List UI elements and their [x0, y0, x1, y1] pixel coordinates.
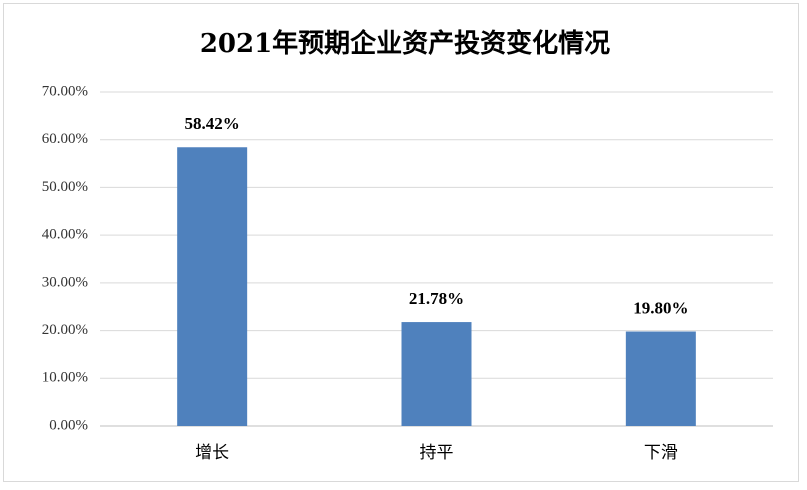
- y-tick-label: 70.00%: [42, 83, 88, 99]
- value-label: 58.42%: [185, 114, 240, 133]
- y-tick-label: 30.00%: [42, 274, 88, 290]
- y-tick-label: 0.00%: [49, 417, 88, 433]
- y-tick-label: 60.00%: [42, 131, 88, 147]
- bar: [177, 147, 248, 426]
- x-tick-label: 增长: [195, 443, 229, 463]
- y-tick-label: 10.00%: [42, 370, 88, 386]
- value-label: 21.78%: [409, 289, 464, 308]
- y-tick-label: 20.00%: [42, 322, 88, 338]
- chart-title: 2021年预期企业资产投资变化情况: [200, 28, 610, 59]
- value-label: 19.80%: [633, 298, 688, 317]
- bar: [401, 322, 472, 426]
- bar: [625, 331, 696, 426]
- y-tick-label: 40.00%: [42, 227, 88, 243]
- x-tick-label: 持平: [420, 443, 454, 463]
- y-tick-label: 50.00%: [42, 179, 88, 195]
- x-tick-label: 下滑: [644, 443, 678, 463]
